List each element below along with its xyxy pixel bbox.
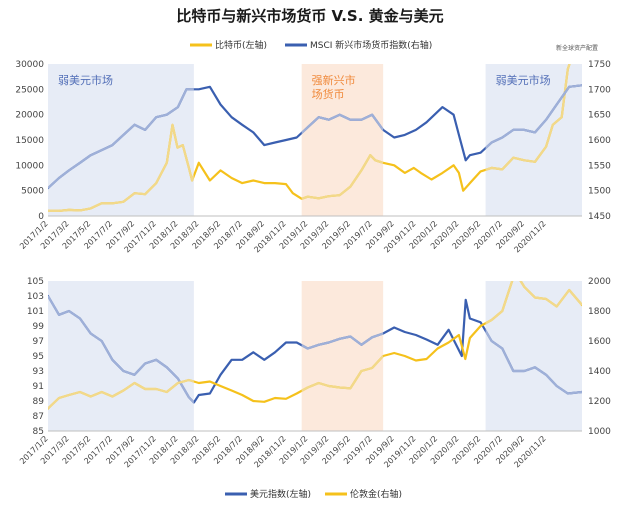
bottom-series-line-tint-2-1: [48, 378, 194, 410]
legend-label-dollar: 美元指数(左轴): [250, 488, 311, 500]
top-series-line-tint-1-2: [301, 154, 384, 200]
bottom-band-1: [48, 281, 194, 431]
bottom-left-tick-label: 95: [33, 352, 44, 362]
bottom-series-group: [48, 281, 582, 410]
bottom-left-tick-label: 87: [33, 412, 44, 422]
top-right-tick-label: 1600: [588, 136, 611, 146]
bottom-left-tick-label: 99: [33, 322, 45, 332]
bottom-band-3: [485, 281, 582, 431]
bottom-right-tick-label: 1000: [588, 427, 611, 437]
legend-label-msci: MSCI 新兴市场货币指数(右轴): [310, 39, 432, 51]
bottom-left-tick-label: 85: [33, 427, 44, 437]
bottom-legend: 美元指数(左轴) 伦敦金(右轴): [225, 488, 402, 500]
bottom-band-2: [301, 281, 384, 431]
bottom-series-line-tint-2-2: [301, 354, 384, 393]
top-series-group: [48, 64, 582, 212]
top-series-line-tint-2-1: [48, 88, 194, 189]
watermark-text: 新全球资产配置: [556, 44, 598, 52]
legend-label-gold: 伦敦金(右轴): [350, 488, 402, 500]
top-chart-panel: 弱美元市场 强新兴市场货币 弱美元市场 0 5000 10000 15000 20000 250…: [15, 60, 611, 254]
bottom-right-tick-label: 2000: [588, 277, 611, 287]
top-right-tick-label: 1650: [588, 111, 611, 121]
bottom-left-tick-label: 101: [27, 307, 44, 317]
top-series-line-tint-2-3: [485, 84, 582, 150]
chart-title: 比特币与新兴市场货币 V.S. 黄金与美元: [176, 7, 443, 25]
bottom-chart-panel: 85 87 89 91 93 95 97 99 101 103 105 1000 1200 1400 160…: [18, 277, 611, 469]
top-band-label-3: 弱美元市场: [496, 73, 551, 87]
bottom-right-tick-label: 1200: [588, 397, 611, 407]
top-left-tick-label: 25000: [15, 85, 44, 95]
top-legend: 比特币(左轴) MSCI 新兴市场货币指数(右轴): [190, 39, 432, 51]
bottom-left-tick-label: 105: [27, 277, 44, 287]
bottom-right-tick-label: 1800: [588, 307, 611, 317]
top-left-tick-label: 20000: [15, 111, 44, 121]
top-band-label-1: 弱美元市场: [58, 73, 113, 87]
bottom-left-tick-label: 89: [33, 397, 45, 407]
top-right-tick-label: 1450: [588, 212, 611, 222]
top-series-line-tint-1-1: [48, 123, 194, 212]
top-band-label-2: 强新兴市场货币: [312, 73, 356, 101]
top-left-tick-label: 5000: [21, 187, 44, 197]
top-right-tick-label: 1750: [588, 60, 611, 70]
bottom-series-line-tint-2-3: [485, 281, 582, 325]
top-right-tick-label: 1700: [588, 85, 611, 95]
top-series-line-tint-1-3: [485, 64, 571, 171]
bottom-left-tick-label: 91: [33, 382, 44, 392]
top-left-tick-label: 0: [38, 212, 44, 222]
top-left-tick-label: 30000: [15, 60, 44, 70]
bottom-left-tick-label: 93: [33, 367, 44, 377]
top-left-tick-label: 10000: [15, 161, 44, 171]
top-band-2: [301, 64, 384, 216]
bottom-left-tick-label: 103: [27, 292, 44, 302]
bottom-right-tick-label: 1600: [588, 337, 611, 347]
top-series-line-tint-2-2: [301, 113, 384, 135]
bottom-series-line-tint-1-2: [301, 332, 384, 350]
bottom-right-tick-label: 1400: [588, 367, 611, 377]
top-left-tick-label: 15000: [15, 136, 44, 146]
top-right-tick-label: 1550: [588, 161, 611, 171]
bottom-left-tick-label: 97: [33, 337, 44, 347]
bottom-series-line-tint-1-3: [485, 328, 582, 395]
top-right-tick-label: 1500: [588, 187, 611, 197]
legend-label-bitcoin: 比特币(左轴): [215, 39, 267, 51]
bottom-series-line-tint-1-1: [48, 295, 194, 404]
